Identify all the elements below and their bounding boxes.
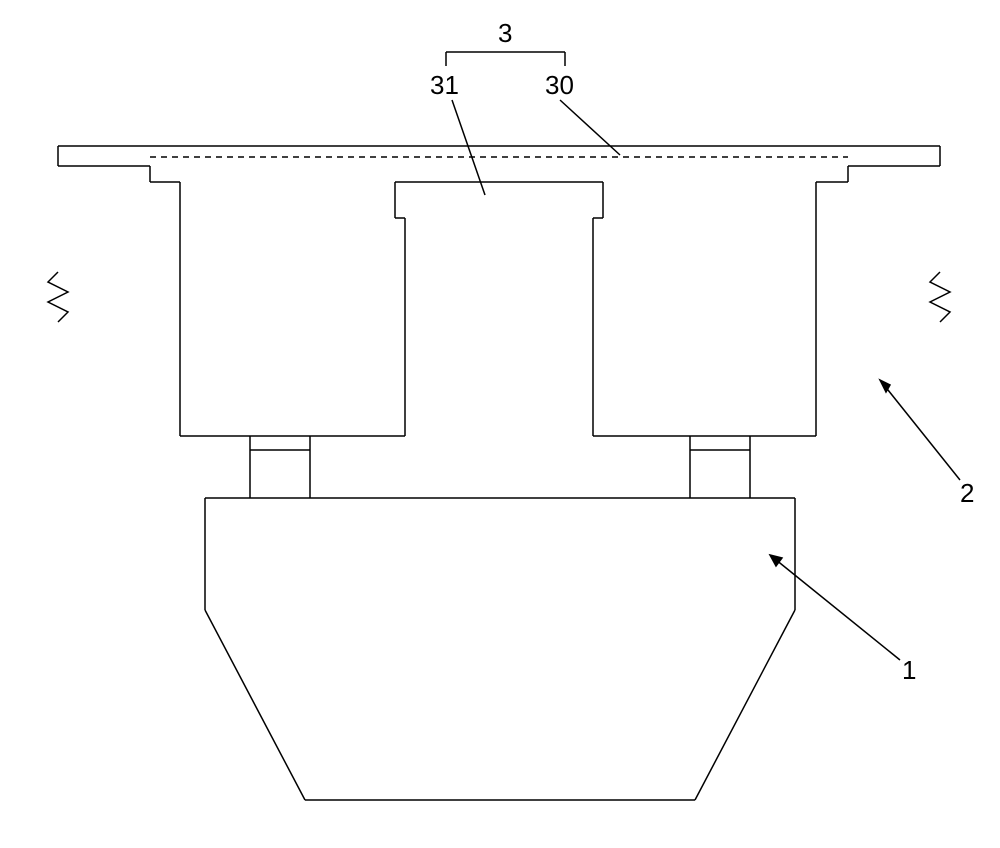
break-left	[48, 272, 68, 322]
pier-right-taper	[695, 610, 795, 800]
label-2: 2	[960, 478, 974, 509]
label-1: 1	[902, 655, 916, 686]
label-30: 30	[545, 70, 574, 101]
technical-diagram	[0, 0, 1000, 848]
leader-1	[770, 555, 900, 660]
label-31: 31	[430, 70, 459, 101]
label-3: 3	[498, 18, 512, 49]
leader-31	[452, 100, 485, 195]
arrow-1	[770, 555, 782, 566]
pier-left-taper	[205, 610, 305, 800]
leader-2	[880, 380, 960, 480]
break-right	[930, 272, 950, 322]
